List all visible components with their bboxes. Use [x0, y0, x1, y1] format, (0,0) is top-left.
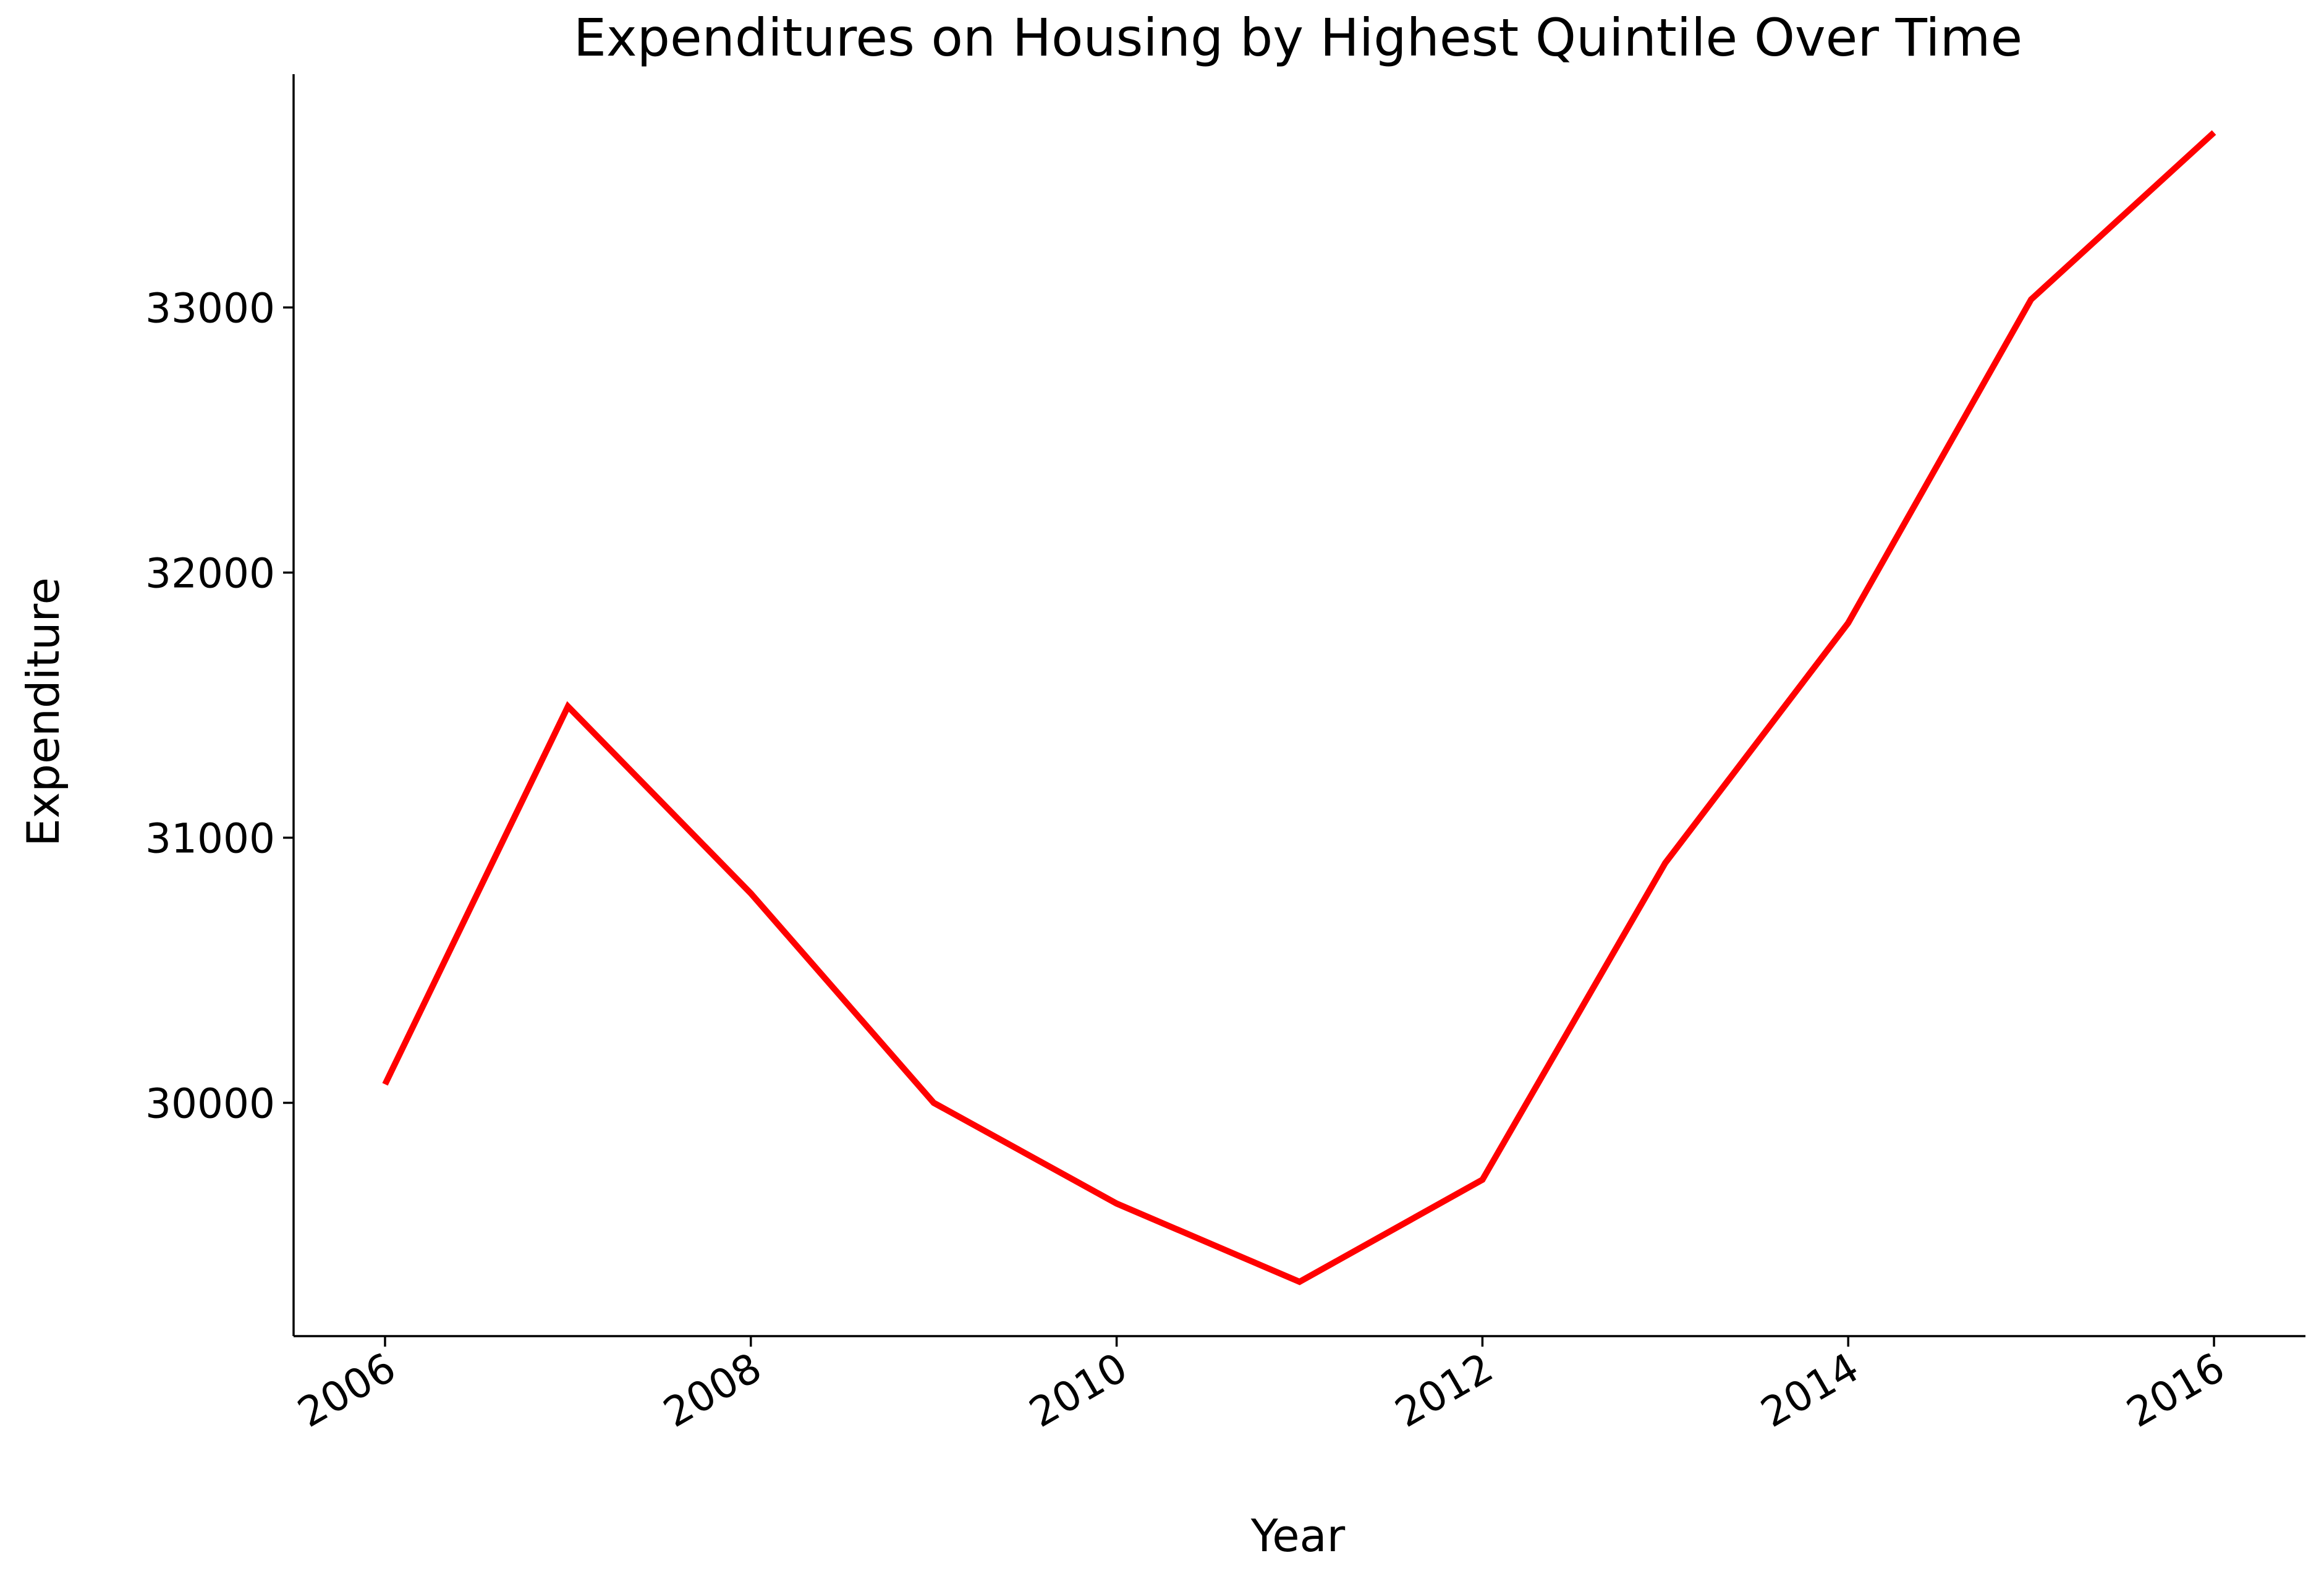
- chart-title: Expenditures on Housing by Highest Quint…: [574, 7, 2022, 68]
- x-axis-ticks: 2006 2008 2010 2012 2014 2016: [290, 1336, 2233, 1437]
- y-tick-label: 31000: [145, 815, 275, 862]
- x-axis-label: Year: [1250, 1510, 1346, 1562]
- y-tick-label: 30000: [145, 1080, 275, 1127]
- x-tick-label: 2008: [656, 1344, 770, 1437]
- y-tick-label: 33000: [145, 285, 275, 332]
- x-tick-label: 2012: [1387, 1344, 1501, 1437]
- x-tick-label: 2016: [2119, 1344, 2233, 1437]
- x-tick-label: 2014: [1753, 1344, 1867, 1437]
- x-tick-label: 2010: [1022, 1344, 1135, 1437]
- series-group: [382, 130, 2216, 1285]
- y-tick-label: 32000: [145, 550, 275, 598]
- x-tick-label: 2006: [290, 1344, 404, 1437]
- y-axis-label: Expenditure: [17, 577, 69, 847]
- series-line: [382, 130, 2216, 1285]
- y-axis-ticks: 30000 31000 32000 33000: [145, 285, 294, 1127]
